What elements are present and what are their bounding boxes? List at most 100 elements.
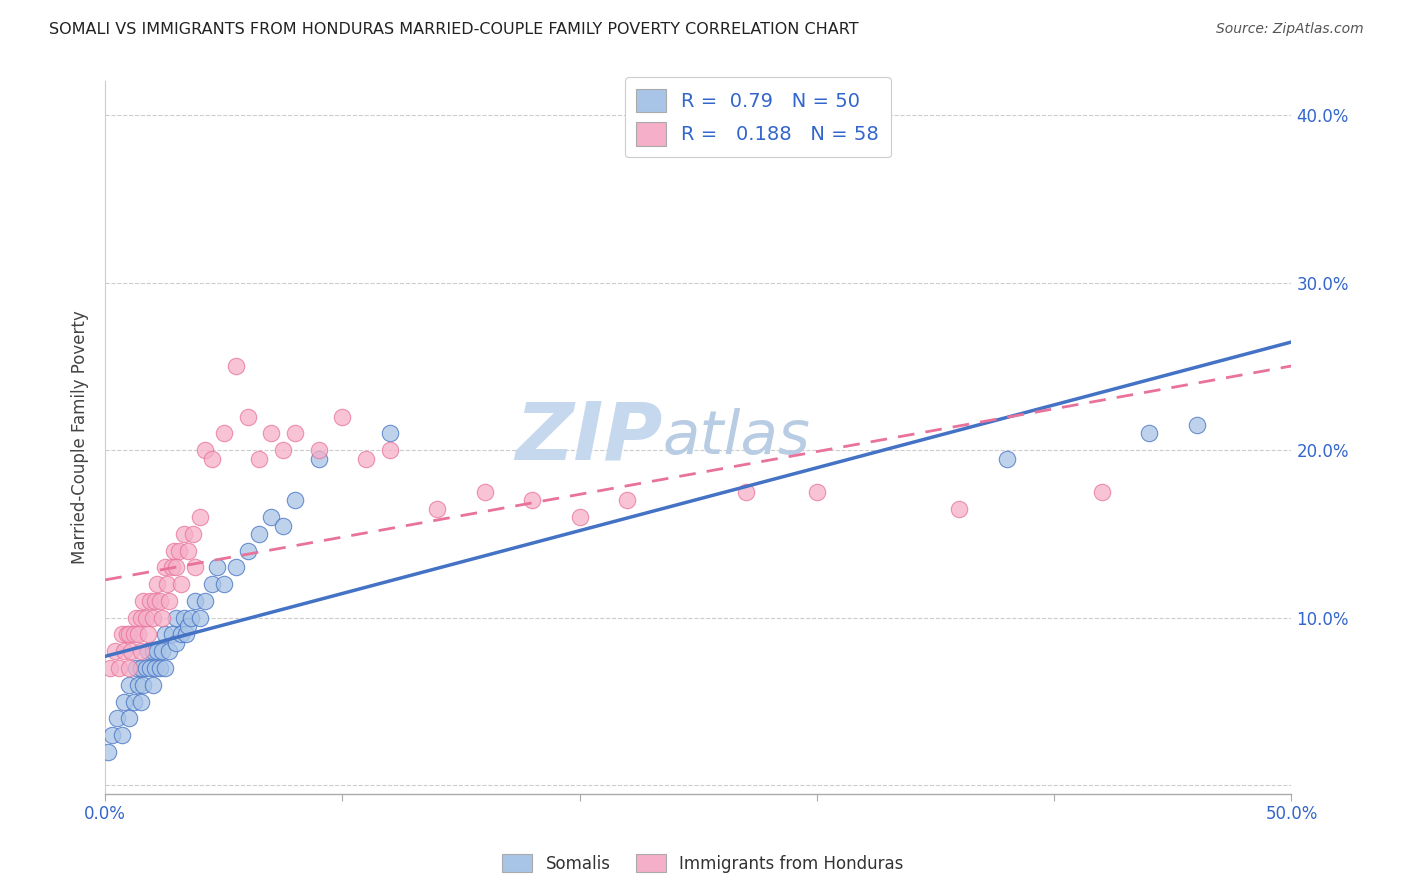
Point xyxy=(142,611,165,625)
Point xyxy=(260,510,283,524)
Point xyxy=(98,661,121,675)
Point xyxy=(249,451,271,466)
Point xyxy=(948,501,970,516)
Point xyxy=(284,426,307,441)
Point xyxy=(236,543,259,558)
Point xyxy=(153,560,176,574)
Point xyxy=(184,560,207,574)
Point xyxy=(111,728,134,742)
Point xyxy=(160,627,183,641)
Point xyxy=(474,485,496,500)
Text: atlas: atlas xyxy=(662,408,811,467)
Point xyxy=(205,560,228,574)
Point xyxy=(127,678,149,692)
Point xyxy=(157,594,180,608)
Text: Source: ZipAtlas.com: Source: ZipAtlas.com xyxy=(1216,22,1364,37)
Point xyxy=(194,594,217,608)
Point xyxy=(132,594,155,608)
Point xyxy=(332,409,354,424)
Point xyxy=(150,611,173,625)
Point xyxy=(354,451,377,466)
Point xyxy=(212,577,235,591)
Point xyxy=(284,493,307,508)
Point xyxy=(163,543,186,558)
Point xyxy=(104,644,127,658)
Text: ZIP: ZIP xyxy=(516,399,662,476)
Point xyxy=(135,661,157,675)
Point xyxy=(132,678,155,692)
Point xyxy=(129,694,152,708)
Point xyxy=(112,694,135,708)
Point xyxy=(184,594,207,608)
Point xyxy=(101,728,124,742)
Point xyxy=(153,661,176,675)
Point xyxy=(426,501,449,516)
Point xyxy=(111,627,134,641)
Point xyxy=(136,644,159,658)
Point xyxy=(271,443,294,458)
Point xyxy=(225,560,247,574)
Text: SOMALI VS IMMIGRANTS FROM HONDURAS MARRIED-COUPLE FAMILY POVERTY CORRELATION CHA: SOMALI VS IMMIGRANTS FROM HONDURAS MARRI… xyxy=(49,22,859,37)
Point xyxy=(139,661,162,675)
Point xyxy=(165,636,187,650)
Point xyxy=(149,594,172,608)
Point xyxy=(146,577,169,591)
Point xyxy=(167,543,190,558)
Point xyxy=(260,426,283,441)
Point xyxy=(165,560,187,574)
Point xyxy=(105,711,128,725)
Point xyxy=(120,644,142,658)
Point xyxy=(188,611,211,625)
Point xyxy=(129,644,152,658)
Point xyxy=(271,518,294,533)
Point xyxy=(127,627,149,641)
Point xyxy=(129,611,152,625)
Point xyxy=(97,745,120,759)
Point xyxy=(1137,426,1160,441)
Point xyxy=(143,661,166,675)
Point xyxy=(125,611,148,625)
Point xyxy=(118,711,141,725)
Point xyxy=(122,694,145,708)
Legend: R =  0.79   N = 50, R =   0.188   N = 58: R = 0.79 N = 50, R = 0.188 N = 58 xyxy=(624,77,890,157)
Point xyxy=(135,611,157,625)
Point xyxy=(616,493,638,508)
Point xyxy=(157,644,180,658)
Point xyxy=(568,510,591,524)
Point xyxy=(160,560,183,574)
Point xyxy=(112,644,135,658)
Point xyxy=(378,426,401,441)
Point xyxy=(188,510,211,524)
Point xyxy=(522,493,544,508)
Point xyxy=(170,627,193,641)
Point xyxy=(129,661,152,675)
Point xyxy=(378,443,401,458)
Point xyxy=(153,627,176,641)
Point xyxy=(122,627,145,641)
Point xyxy=(142,644,165,658)
Point xyxy=(1091,485,1114,500)
Point xyxy=(177,543,200,558)
Point xyxy=(108,661,131,675)
Point xyxy=(115,627,138,641)
Point xyxy=(118,627,141,641)
Point xyxy=(150,644,173,658)
Point xyxy=(308,451,330,466)
Point xyxy=(143,594,166,608)
Point xyxy=(177,619,200,633)
Point xyxy=(118,661,141,675)
Point xyxy=(194,443,217,458)
Point xyxy=(734,485,756,500)
Point xyxy=(139,594,162,608)
Point xyxy=(308,443,330,458)
Point xyxy=(170,577,193,591)
Point xyxy=(201,451,224,466)
Y-axis label: Married-Couple Family Poverty: Married-Couple Family Poverty xyxy=(72,310,89,565)
Point xyxy=(212,426,235,441)
Point xyxy=(181,527,204,541)
Point xyxy=(236,409,259,424)
Point xyxy=(149,661,172,675)
Point xyxy=(146,644,169,658)
Legend: Somalis, Immigrants from Honduras: Somalis, Immigrants from Honduras xyxy=(496,847,910,880)
Point xyxy=(249,527,271,541)
